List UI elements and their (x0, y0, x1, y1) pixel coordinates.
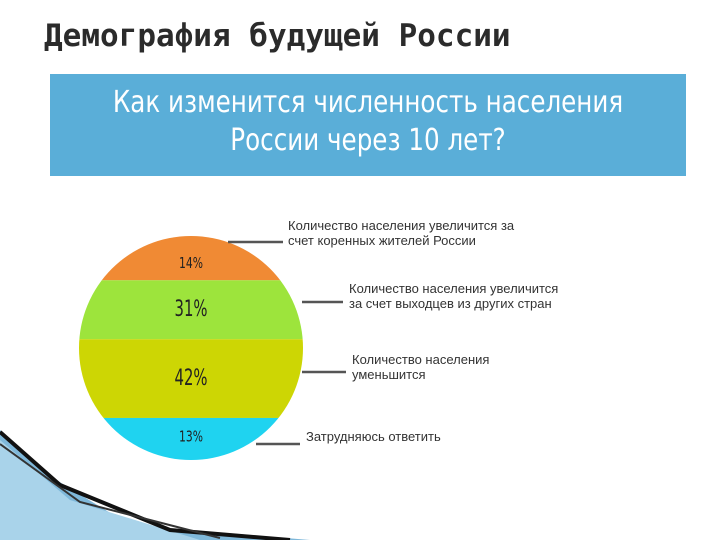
legend-label: Количество населения увеличится за счет в… (349, 281, 558, 311)
data-label: 31% (175, 296, 208, 322)
chart-title: Как изменится численность населения Росс… (107, 84, 629, 160)
pie-slice (79, 339, 303, 418)
chart-title-line-2: России через 10 лет? (230, 123, 506, 158)
legend-label-line: Количество населения (352, 352, 489, 367)
legend-label: Количество населения увеличится за счет к… (288, 218, 515, 248)
data-label: 13% (179, 428, 203, 446)
slide-title: Демография будущей России (44, 18, 511, 54)
legend-label-line: счет коренных жителей России (288, 233, 476, 248)
legend-label-line: Количество населения увеличится за (288, 218, 515, 233)
legend-label-line: за счет выходцев из других стран (349, 296, 552, 311)
chart-title-banner: Как изменится численность населения Росс… (50, 74, 686, 176)
data-label: 42% (175, 364, 208, 390)
legend-label-line: Количество населения увеличится (349, 281, 558, 296)
decorative-swoosh (0, 430, 310, 540)
chart-title-line-1: Как изменится численность населения (112, 85, 624, 120)
data-label: 14% (179, 255, 203, 273)
legend-label: Затрудняюсь ответить (306, 429, 441, 444)
pie-slice (79, 280, 303, 340)
legend-label-line: уменьшится (352, 367, 426, 382)
legend-label: Количество населения уменьшится (352, 352, 489, 382)
legend-label-line: Затрудняюсь ответить (306, 429, 441, 444)
